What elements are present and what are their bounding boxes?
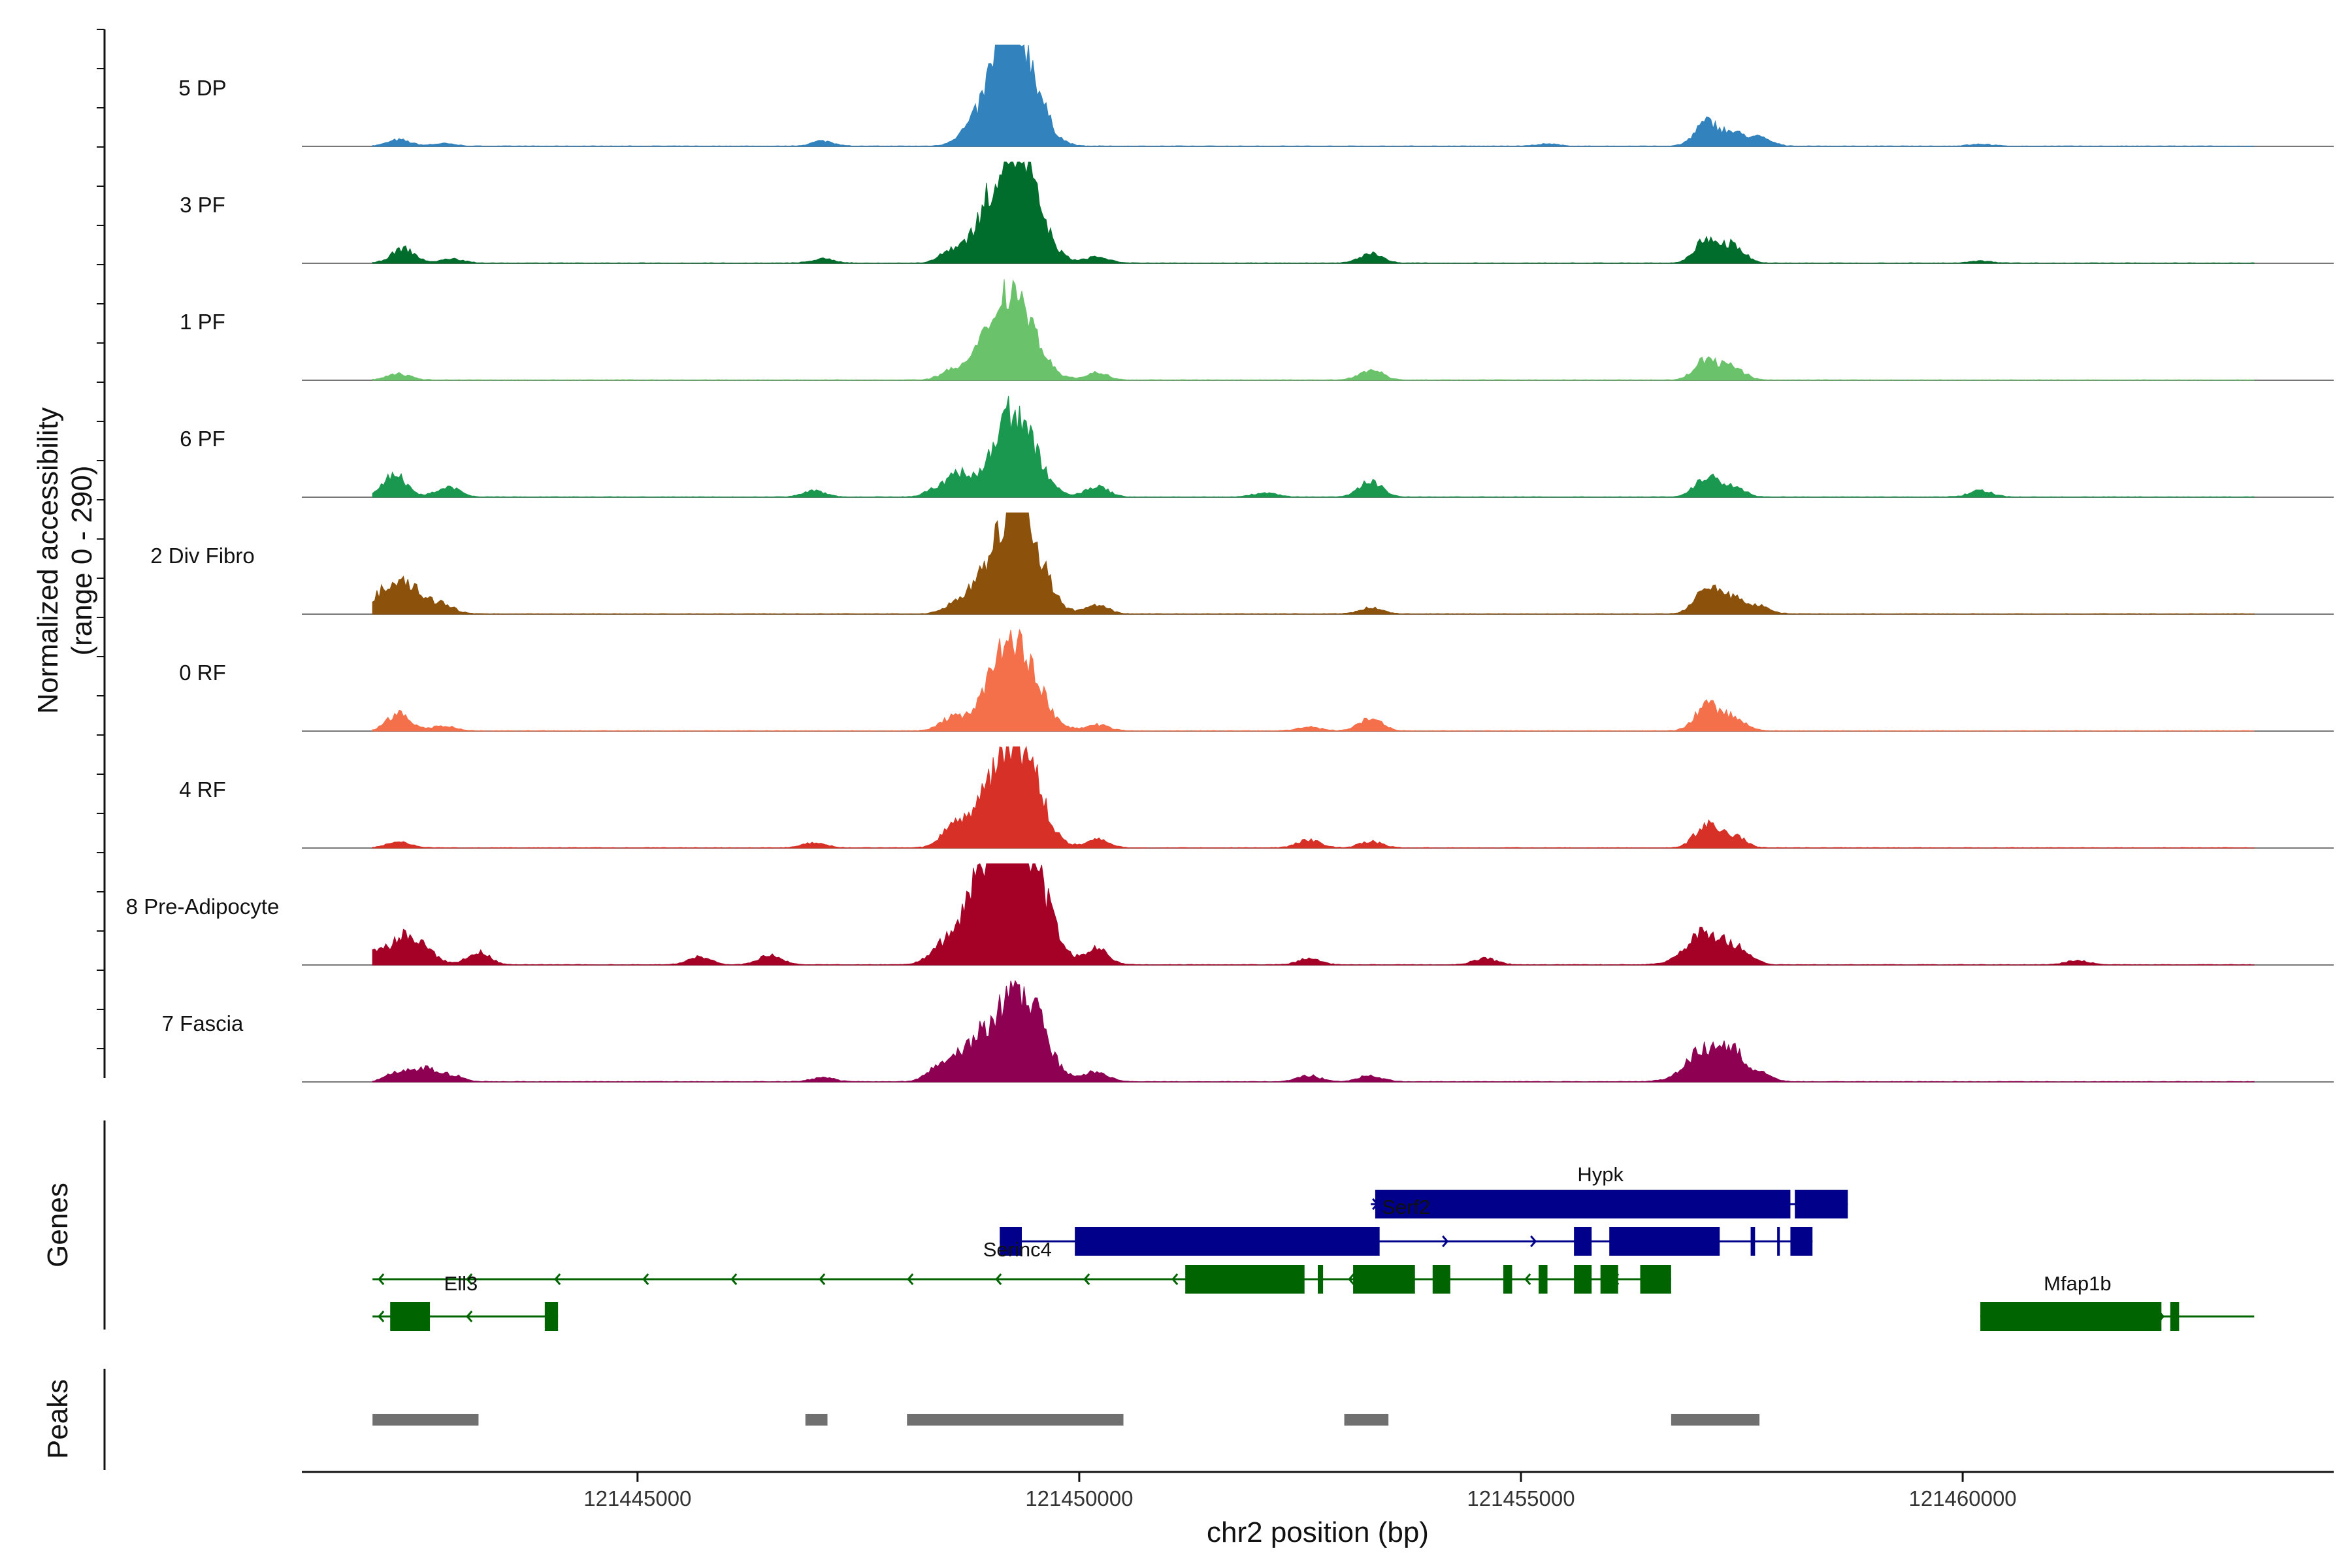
track-label: 8 Pre-Adipocyte (126, 894, 280, 919)
strand-arrow (378, 1311, 385, 1322)
gene-exon (1600, 1265, 1618, 1294)
strand-arrow (642, 1273, 649, 1285)
gene-exon (1795, 1190, 1848, 1218)
strand-arrow (466, 1311, 473, 1322)
gene-ell3: Ell3 (372, 1272, 559, 1331)
gene-mfap1b: Mfap1b (1980, 1272, 2255, 1331)
gene-exon (544, 1302, 559, 1331)
track-label: 4 RF (179, 777, 226, 802)
genes-panel: Hypk Serf2 Serinc4 Ell3 Mfap1b (372, 1163, 2255, 1331)
gene-exon (1000, 1227, 1022, 1256)
x-axis-title: chr2 position (bp) (1207, 1516, 1429, 1548)
peaks-panel (372, 1414, 1760, 1426)
gene-exon (2170, 1302, 2180, 1331)
track-5-dp: 5 DP (178, 44, 2334, 147)
track-y-ticks (97, 29, 105, 1049)
coverage-area (372, 979, 2255, 1083)
strand-arrow (1524, 1273, 1531, 1285)
gene-exon (1609, 1227, 1720, 1256)
genes-panel-title: Genes (42, 1183, 74, 1267)
strand-arrow (378, 1273, 385, 1285)
coverage-area (372, 44, 2255, 147)
track-label: 6 PF (180, 427, 225, 451)
gene-exon (1574, 1227, 1592, 1256)
gene-exon (1375, 1190, 1791, 1218)
gene-exon (1503, 1265, 1512, 1294)
gene-hypk: Hypk (1371, 1163, 1848, 1218)
track-label: 7 Fascia (162, 1011, 244, 1036)
peak-region (1344, 1414, 1389, 1426)
x-axis-ticks: 121445000 121450000 121455000 121460000 (583, 1472, 2017, 1511)
gene-label: Serinc4 (983, 1238, 1052, 1261)
coverage-area (372, 863, 2255, 966)
gene-exon (1790, 1227, 1813, 1256)
x-tick-label: 121445000 (583, 1486, 691, 1511)
strand-arrow (819, 1273, 826, 1285)
track-8-pre-adipocyte: 8 Pre-Adipocyte (126, 863, 2334, 966)
track-7-fascia: 7 Fascia (162, 979, 2334, 1083)
gene-exon (1750, 1227, 1756, 1256)
track-1-pf: 1 PF (180, 279, 2334, 381)
track-label: 0 RF (179, 661, 226, 685)
strand-arrow (1083, 1273, 1090, 1285)
strand-arrow (1348, 1273, 1355, 1285)
gene-exon (390, 1302, 431, 1331)
tracks-panel: 5 DP 3 PF 1 PF 6 PF 2 Div Fibro 0 RF 4 RF 8 Pre… (126, 44, 2334, 1083)
gene-label: Serf2 (1382, 1196, 1430, 1218)
y-axis-title: Normalized accessibility (range 0 - 290) (32, 407, 98, 713)
gene-exon (1980, 1302, 2162, 1331)
coverage-area (372, 161, 2255, 264)
gene-exon (1353, 1265, 1415, 1294)
strand-arrow (1442, 1235, 1449, 1247)
coverage-area (372, 395, 2255, 498)
gene-serinc4: Serinc4 (372, 1238, 1671, 1294)
strand-arrow (730, 1273, 738, 1285)
x-tick-label: 121460000 (1908, 1486, 2016, 1511)
gene-exon (1318, 1265, 1324, 1294)
strand-arrow (1530, 1235, 1537, 1247)
peaks-panel-title: Peaks (42, 1379, 74, 1459)
gene-label: Ell3 (444, 1272, 478, 1295)
track-label: 5 DP (178, 76, 226, 100)
track-6-pf: 6 PF (180, 395, 2334, 498)
y-axis-title-line1: Normalized accessibility (32, 407, 64, 713)
gene-exon (1075, 1227, 1380, 1256)
track-4-rf: 4 RF (179, 745, 2334, 849)
peak-region (1671, 1414, 1760, 1426)
strand-arrow (466, 1273, 473, 1285)
gene-exon (1539, 1265, 1548, 1294)
peak-region (372, 1414, 479, 1426)
gene-exon (1185, 1265, 1305, 1294)
strand-arrow (995, 1273, 1002, 1285)
track-2-div-fibro: 2 Div Fibro (150, 512, 2334, 615)
gene-label: Mfap1b (2044, 1272, 2111, 1295)
coverage-area (372, 745, 2255, 849)
track-label: 1 PF (180, 310, 225, 334)
gene-serf2: Serf2 (1000, 1196, 1813, 1256)
peak-region (907, 1414, 1124, 1426)
coverage-area (372, 279, 2255, 381)
gene-exon (1640, 1265, 1671, 1294)
track-3-pf: 3 PF (180, 161, 2334, 264)
y-axis-title-line2: (range 0 - 290) (66, 465, 98, 655)
strand-arrow (554, 1273, 561, 1285)
gene-label: Hypk (1577, 1163, 1624, 1186)
gene-exon (1777, 1227, 1780, 1256)
coverage-area (372, 629, 2255, 732)
gene-exon (1432, 1265, 1450, 1294)
x-tick-label: 121450000 (1025, 1486, 1133, 1511)
track-0-rf: 0 RF (179, 629, 2334, 732)
peak-region (805, 1414, 828, 1426)
track-label: 3 PF (180, 193, 225, 217)
strand-arrow (1171, 1273, 1179, 1285)
track-label: 2 Div Fibro (150, 544, 255, 568)
x-tick-label: 121455000 (1467, 1486, 1575, 1511)
strand-arrow (907, 1273, 914, 1285)
coverage-area (372, 512, 2255, 615)
gene-exon (1574, 1265, 1592, 1294)
